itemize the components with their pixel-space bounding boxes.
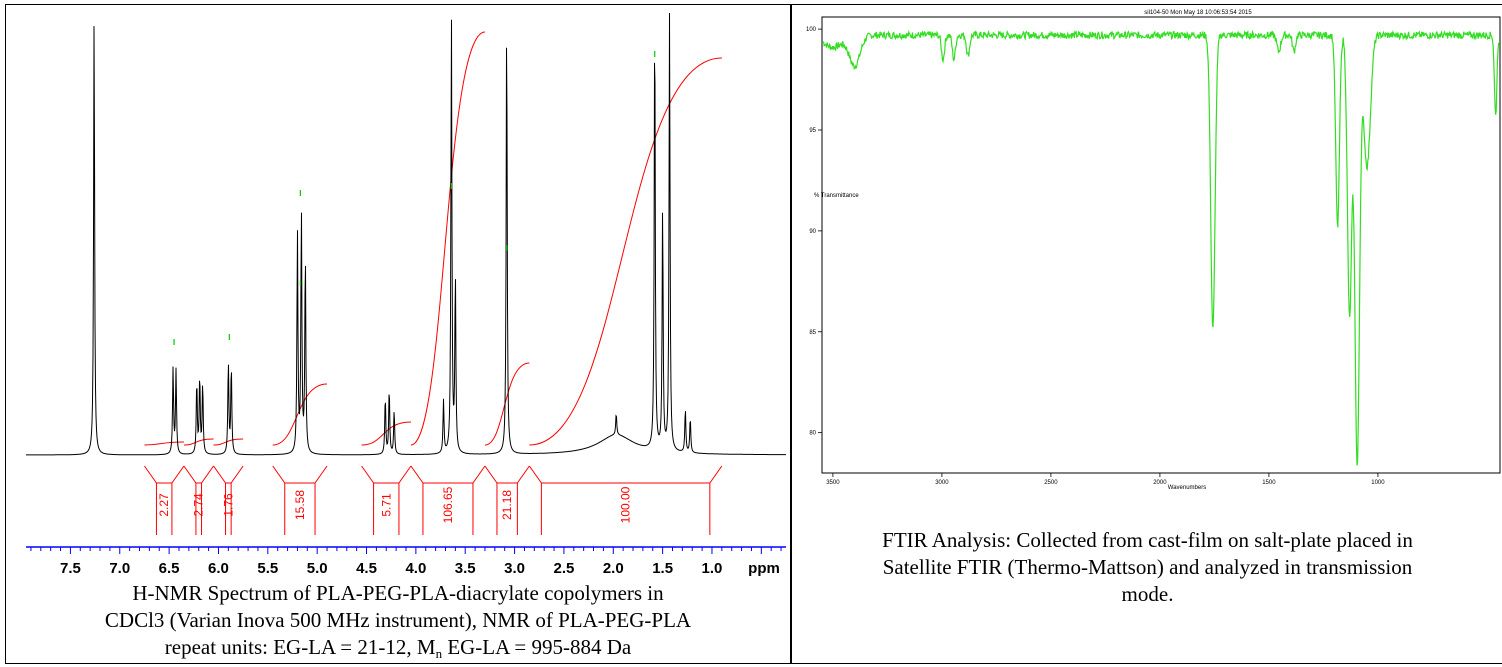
nmr-x-tick-label: 2.5 [553, 560, 574, 577]
nmr-x-tick-label: 3.5 [455, 560, 476, 577]
ftir-caption: FTIR Analysis: Collected from cast-film … [792, 527, 1502, 608]
nmr-integral-curve [144, 441, 184, 446]
nmr-x-tick-label: 3.0 [504, 560, 525, 577]
nmr-x-tick-label: 4.5 [356, 560, 377, 577]
nmr-integral-curve [272, 383, 328, 446]
nmr-x-tick-label: 7.5 [60, 560, 81, 577]
nmr-caption-line-3: repeat units: EG-LA = 21-12, Mn EG-LA = … [6, 634, 790, 667]
ftir-caption-line-3: mode. [1121, 582, 1174, 606]
nmr-integral-bracket [213, 465, 244, 535]
nmr-x-tick-label: 5.5 [257, 560, 278, 577]
nmr-integral-label: 2.74 [192, 493, 206, 517]
ftir-spectrum-layer [822, 29, 1500, 466]
nmr-integral-label: 1.76 [221, 493, 235, 517]
ftir-y-tick-label: 90 [809, 229, 816, 235]
nmr-integral-label: 106.65 [441, 486, 455, 523]
ftir-y-tick-label: 95 [809, 128, 816, 134]
nmr-spectrum-chart: 2.27 2.74 1.76 15.58 5.71 106.65 21.18 100.00 7… [26, 12, 786, 577]
ftir-axis-layer: 3500 3000 2500 2000 1500 1000 100 95 90 85 80 [806, 16, 1501, 486]
nmr-x-tick-label: 7.0 [109, 560, 130, 577]
nmr-integral-bracket [410, 465, 486, 535]
nmr-integral-curve [529, 57, 722, 446]
nmr-x-axis-unit: ppm [748, 560, 780, 577]
ftir-y-tick-label: 100 [806, 27, 817, 33]
nmr-integral-bracket [272, 465, 328, 535]
nmr-integral-curve [213, 438, 244, 446]
ftir-spectrum-trace [822, 29, 1500, 466]
nmr-caption-line-2: CDCl3 (Varian Inova 500 MHz instrument),… [104, 608, 692, 632]
ftir-x-tick-label: 1500 [1262, 480, 1276, 486]
ftir-plot-frame [821, 16, 1501, 474]
nmr-integral-bracket [144, 465, 185, 535]
nmr-integral-curve [484, 362, 530, 446]
ftir-caption-line-2: Satellite FTIR (Thermo-Mattson) and anal… [882, 555, 1413, 579]
nmr-x-tick-label: 2.0 [603, 560, 624, 577]
ftir-chart-title: sil104-50 Mon May 18 10:06:53:54 2015 [1144, 10, 1252, 16]
nmr-integral-label: 100.00 [619, 486, 633, 523]
nmr-integral-bracket [361, 465, 412, 535]
nmr-x-tick-label: 4.0 [405, 560, 426, 577]
nmr-axis-layer: 7.5 7.0 6.5 6.0 5.5 5.0 4.5 4.0 3.5 3.0 2.5 2.0 1.5 1… [26, 546, 786, 577]
nmr-caption-line-3b: EG-LA = 995-884 Da [442, 635, 632, 659]
nmr-integral-layer: 2.27 2.74 1.76 15.58 5.71 106.65 21.18 100.00 [144, 31, 723, 535]
nmr-caption-line-1: H-NMR Spectrum of PLA-PEG-PLA-diacrylate… [132, 581, 664, 605]
nmr-caption-line-3a: repeat units: EG-LA = 21-12, M [164, 635, 436, 659]
nmr-spectrum-trace [26, 12, 786, 456]
nmr-x-tick-label: 1.5 [652, 560, 673, 577]
nmr-caption-subscript: n [435, 646, 443, 661]
nmr-integral-bracket [183, 465, 214, 535]
nmr-integral-label: 15.58 [293, 490, 307, 520]
ftir-y-axis-label: % Transmittance [814, 193, 859, 199]
nmr-integral-bracket [484, 465, 530, 535]
nmr-panel: 2.27 2.74 1.76 15.58 5.71 106.65 21.18 100.00 7… [5, 4, 791, 664]
ftir-x-tick-label: 1000 [1371, 480, 1385, 486]
ftir-x-tick-label: 3000 [935, 480, 949, 486]
ftir-y-tick-label: 80 [809, 431, 816, 437]
nmr-integral-curve [183, 438, 214, 446]
ftir-spectrum-chart: sil104-50 Mon May 18 10:06:53:54 2015 35… [806, 10, 1501, 491]
ftir-caption-line-1: FTIR Analysis: Collected from cast-film … [882, 528, 1413, 552]
nmr-integral-label: 5.71 [379, 493, 393, 517]
nmr-x-tick-label: 6.0 [208, 560, 229, 577]
nmr-spectrum-layer [26, 12, 786, 456]
ftir-x-tick-label: 2000 [1153, 480, 1167, 486]
ftir-x-tick-label: 2500 [1044, 480, 1058, 486]
nmr-x-tick-label: 5.0 [307, 560, 328, 577]
nmr-integral-label: 21.18 [500, 490, 514, 520]
nmr-integral-label: 2.27 [157, 493, 171, 517]
nmr-caption: H-NMR Spectrum of PLA-PEG-PLA-diacrylate… [6, 580, 790, 667]
nmr-integral-curve [410, 31, 486, 446]
ftir-x-axis-label: Wavenumbers [1168, 485, 1206, 491]
ftir-y-tick-label: 85 [809, 330, 816, 336]
nmr-x-tick-label: 6.5 [159, 560, 180, 577]
nmr-x-tick-label: 1.0 [702, 560, 723, 577]
nmr-integral-bracket [528, 465, 723, 535]
ftir-panel: sil104-50 Mon May 18 10:06:53:54 2015 35… [791, 4, 1502, 664]
ftir-x-tick-label: 3500 [826, 480, 840, 486]
